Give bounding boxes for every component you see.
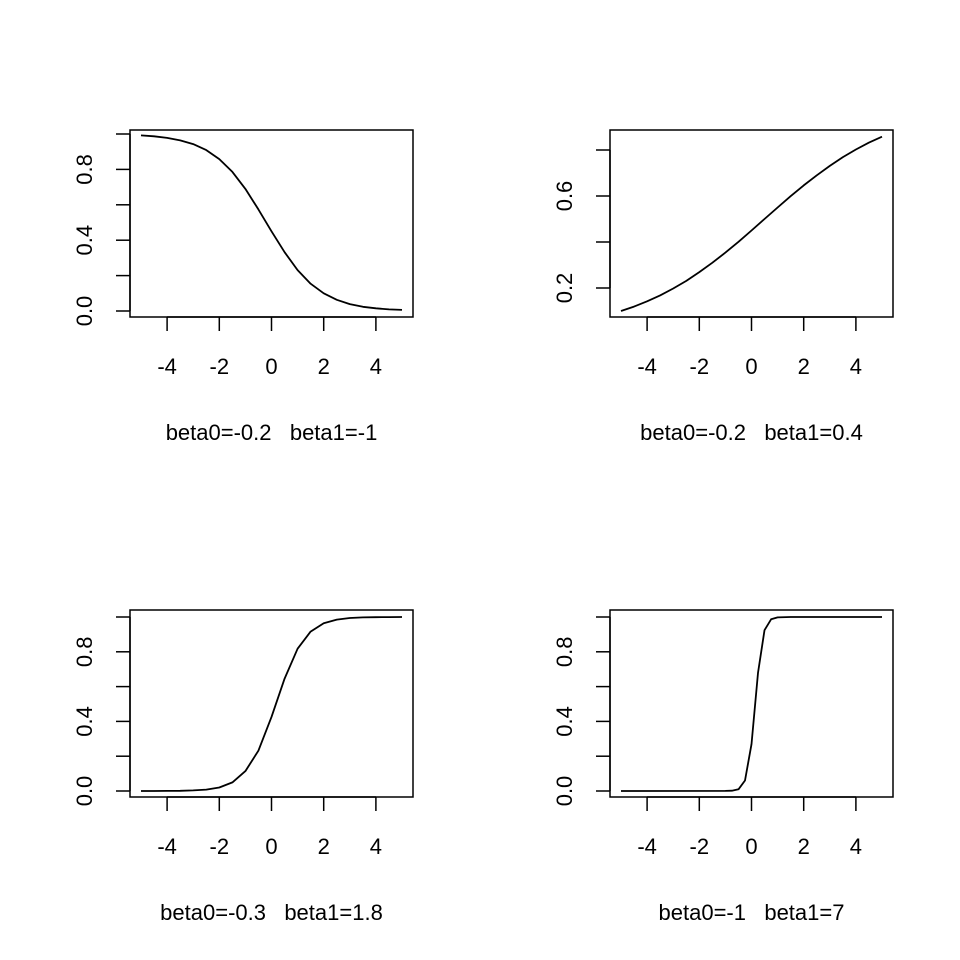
x-tick-label: 2 xyxy=(318,354,330,379)
x-tick-label: 2 xyxy=(798,354,810,379)
y-tick-label: 0.0 xyxy=(552,776,577,807)
plot-frame xyxy=(129,609,414,798)
x-tick-label: 0 xyxy=(265,354,277,379)
chart-panel-2: -4 -2 0 2 4 0.2 0.6 beta0=-0.2 beta1=0.4 xyxy=(552,129,894,445)
x-axis-label: beta0=-1 beta1=7 xyxy=(659,900,845,925)
series-line xyxy=(620,135,883,312)
y-tick-label: 0.0 xyxy=(72,296,97,327)
y-tick-label: 0.8 xyxy=(72,154,97,185)
y-tick-label: 0.4 xyxy=(72,706,97,737)
series-line xyxy=(620,616,882,792)
y-tick-label: 0.4 xyxy=(72,225,97,256)
x-tick-label: 0 xyxy=(745,354,757,379)
x-axis-label: beta0=-0.2 beta1=0.4 xyxy=(640,420,863,445)
plot-frame xyxy=(129,129,414,318)
x-tick-label: -2 xyxy=(690,354,710,379)
x-tick-label: 0 xyxy=(265,834,277,859)
x-tick-label: -4 xyxy=(637,354,657,379)
x-tick-label: -2 xyxy=(210,354,230,379)
plot-frame xyxy=(609,609,894,798)
y-tick-label: 0.4 xyxy=(552,706,577,737)
x-axis-label: beta0=-0.3 beta1=1.8 xyxy=(160,900,383,925)
chart-panel-3: -4 -2 0 2 4 0.0 0.4 0.8 beta0=-0.3 beta1=1.8 xyxy=(72,609,414,925)
x-tick-label: -2 xyxy=(690,834,710,859)
x-tick-label: -4 xyxy=(157,354,177,379)
x-tick-label: 4 xyxy=(850,834,862,859)
x-tick-label: -4 xyxy=(637,834,657,859)
y-tick-label: 0.2 xyxy=(552,273,577,304)
x-tick-label: -4 xyxy=(157,834,177,859)
series-line xyxy=(140,134,403,311)
x-tick-label: 0 xyxy=(745,834,757,859)
x-tick-label: 2 xyxy=(798,834,810,859)
chart-panel-1: -4 -2 0 2 4 0.0 0.4 0.8 beta0=-0.2 beta1=-1 xyxy=(72,129,414,445)
y-tick-label: 0.8 xyxy=(552,637,577,668)
y-tick-label: 0.6 xyxy=(552,181,577,212)
x-tick-label: 4 xyxy=(850,354,862,379)
x-tick-label: -2 xyxy=(210,834,230,859)
y-tick-label: 0.0 xyxy=(72,776,97,807)
x-tick-label: 4 xyxy=(370,834,382,859)
chart-panel-4: -4 -2 0 2 4 0.0 0.4 0.8 beta0=-1 beta1=7 xyxy=(552,609,894,925)
x-axis-label: beta0=-0.2 beta1=-1 xyxy=(166,420,378,445)
x-tick-label: 4 xyxy=(370,354,382,379)
series-line xyxy=(141,616,403,792)
x-tick-label: 2 xyxy=(318,834,330,859)
y-tick-label: 0.8 xyxy=(72,637,97,668)
plot-frame xyxy=(609,129,894,318)
